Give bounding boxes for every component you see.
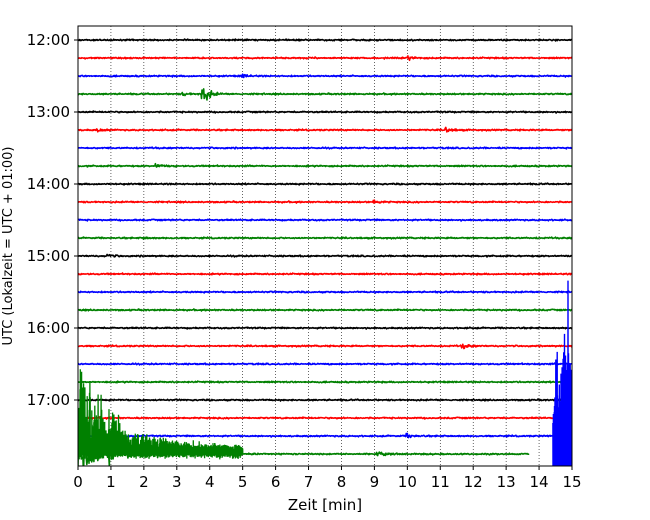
y-tick-label: 14:00 <box>27 175 70 193</box>
trace-1215 <box>78 55 572 62</box>
trace-1345 <box>78 162 572 168</box>
trace-1715 <box>78 416 572 420</box>
quake-waveform <box>78 369 244 460</box>
x-tick-label: 11 <box>431 473 450 491</box>
y-tick-label: 17:00 <box>27 391 70 409</box>
y-tick-label: 15:00 <box>27 247 70 265</box>
trace-1700 <box>78 398 572 402</box>
x-tick-label: 13 <box>497 473 516 491</box>
trace-1615 <box>78 343 572 350</box>
trace-1400 <box>78 182 572 186</box>
trace-1430 <box>78 218 572 222</box>
trace-1645 <box>78 380 572 384</box>
x-tick-label: 15 <box>562 473 581 491</box>
late-event-waveform <box>552 280 572 466</box>
y-axis-ticks: 12:00 13:00 14:00 15:00 16:00 17:00 <box>27 31 78 409</box>
x-tick-label: 12 <box>464 473 483 491</box>
trace-1245 <box>78 88 572 101</box>
trace-1200 <box>78 38 572 42</box>
trace-1730 <box>78 420 572 450</box>
x-axis-ticks: 0 1 2 3 4 5 6 7 8 9 10 11 12 13 14 15 <box>73 466 582 491</box>
trace-1530 <box>78 290 572 294</box>
plot-frame <box>77 25 573 467</box>
trace-1230 <box>78 73 572 79</box>
trace-1545 <box>78 308 572 312</box>
trace-1300 <box>78 110 572 114</box>
x-tick-label: 1 <box>106 473 116 491</box>
trace-1315 <box>78 126 572 133</box>
y-tick-label: 16:00 <box>27 319 70 337</box>
trace-1515 <box>78 272 572 276</box>
trace-1500 <box>78 253 572 258</box>
x-tick-label: 7 <box>304 473 314 491</box>
x-tick-label: 6 <box>271 473 281 491</box>
trace-1630 <box>78 362 572 366</box>
x-tick-label: 10 <box>398 473 417 491</box>
x-tick-label: 3 <box>172 473 182 491</box>
x-tick-label: 8 <box>337 473 347 491</box>
trace-1330 <box>78 146 572 150</box>
x-tick-label: 14 <box>530 473 549 491</box>
trace-1600 <box>78 326 572 330</box>
x-tick-label: 5 <box>238 473 248 491</box>
y-tick-label: 13:00 <box>27 103 70 121</box>
x-axis-label: Zeit [min] <box>288 496 362 514</box>
trace-1415 <box>78 199 572 204</box>
x-tick-label: 0 <box>73 473 83 491</box>
trace-1445 <box>78 236 572 240</box>
y-axis-label: UTC (Lokalzeit = UTC + 01:00) <box>1 147 16 346</box>
seismogram-traces <box>78 38 572 466</box>
vertical-gridlines <box>110 26 540 466</box>
x-tick-label: 4 <box>205 473 215 491</box>
x-tick-label: 9 <box>370 473 380 491</box>
x-tick-label: 2 <box>139 473 149 491</box>
y-tick-label: 12:00 <box>27 31 70 49</box>
